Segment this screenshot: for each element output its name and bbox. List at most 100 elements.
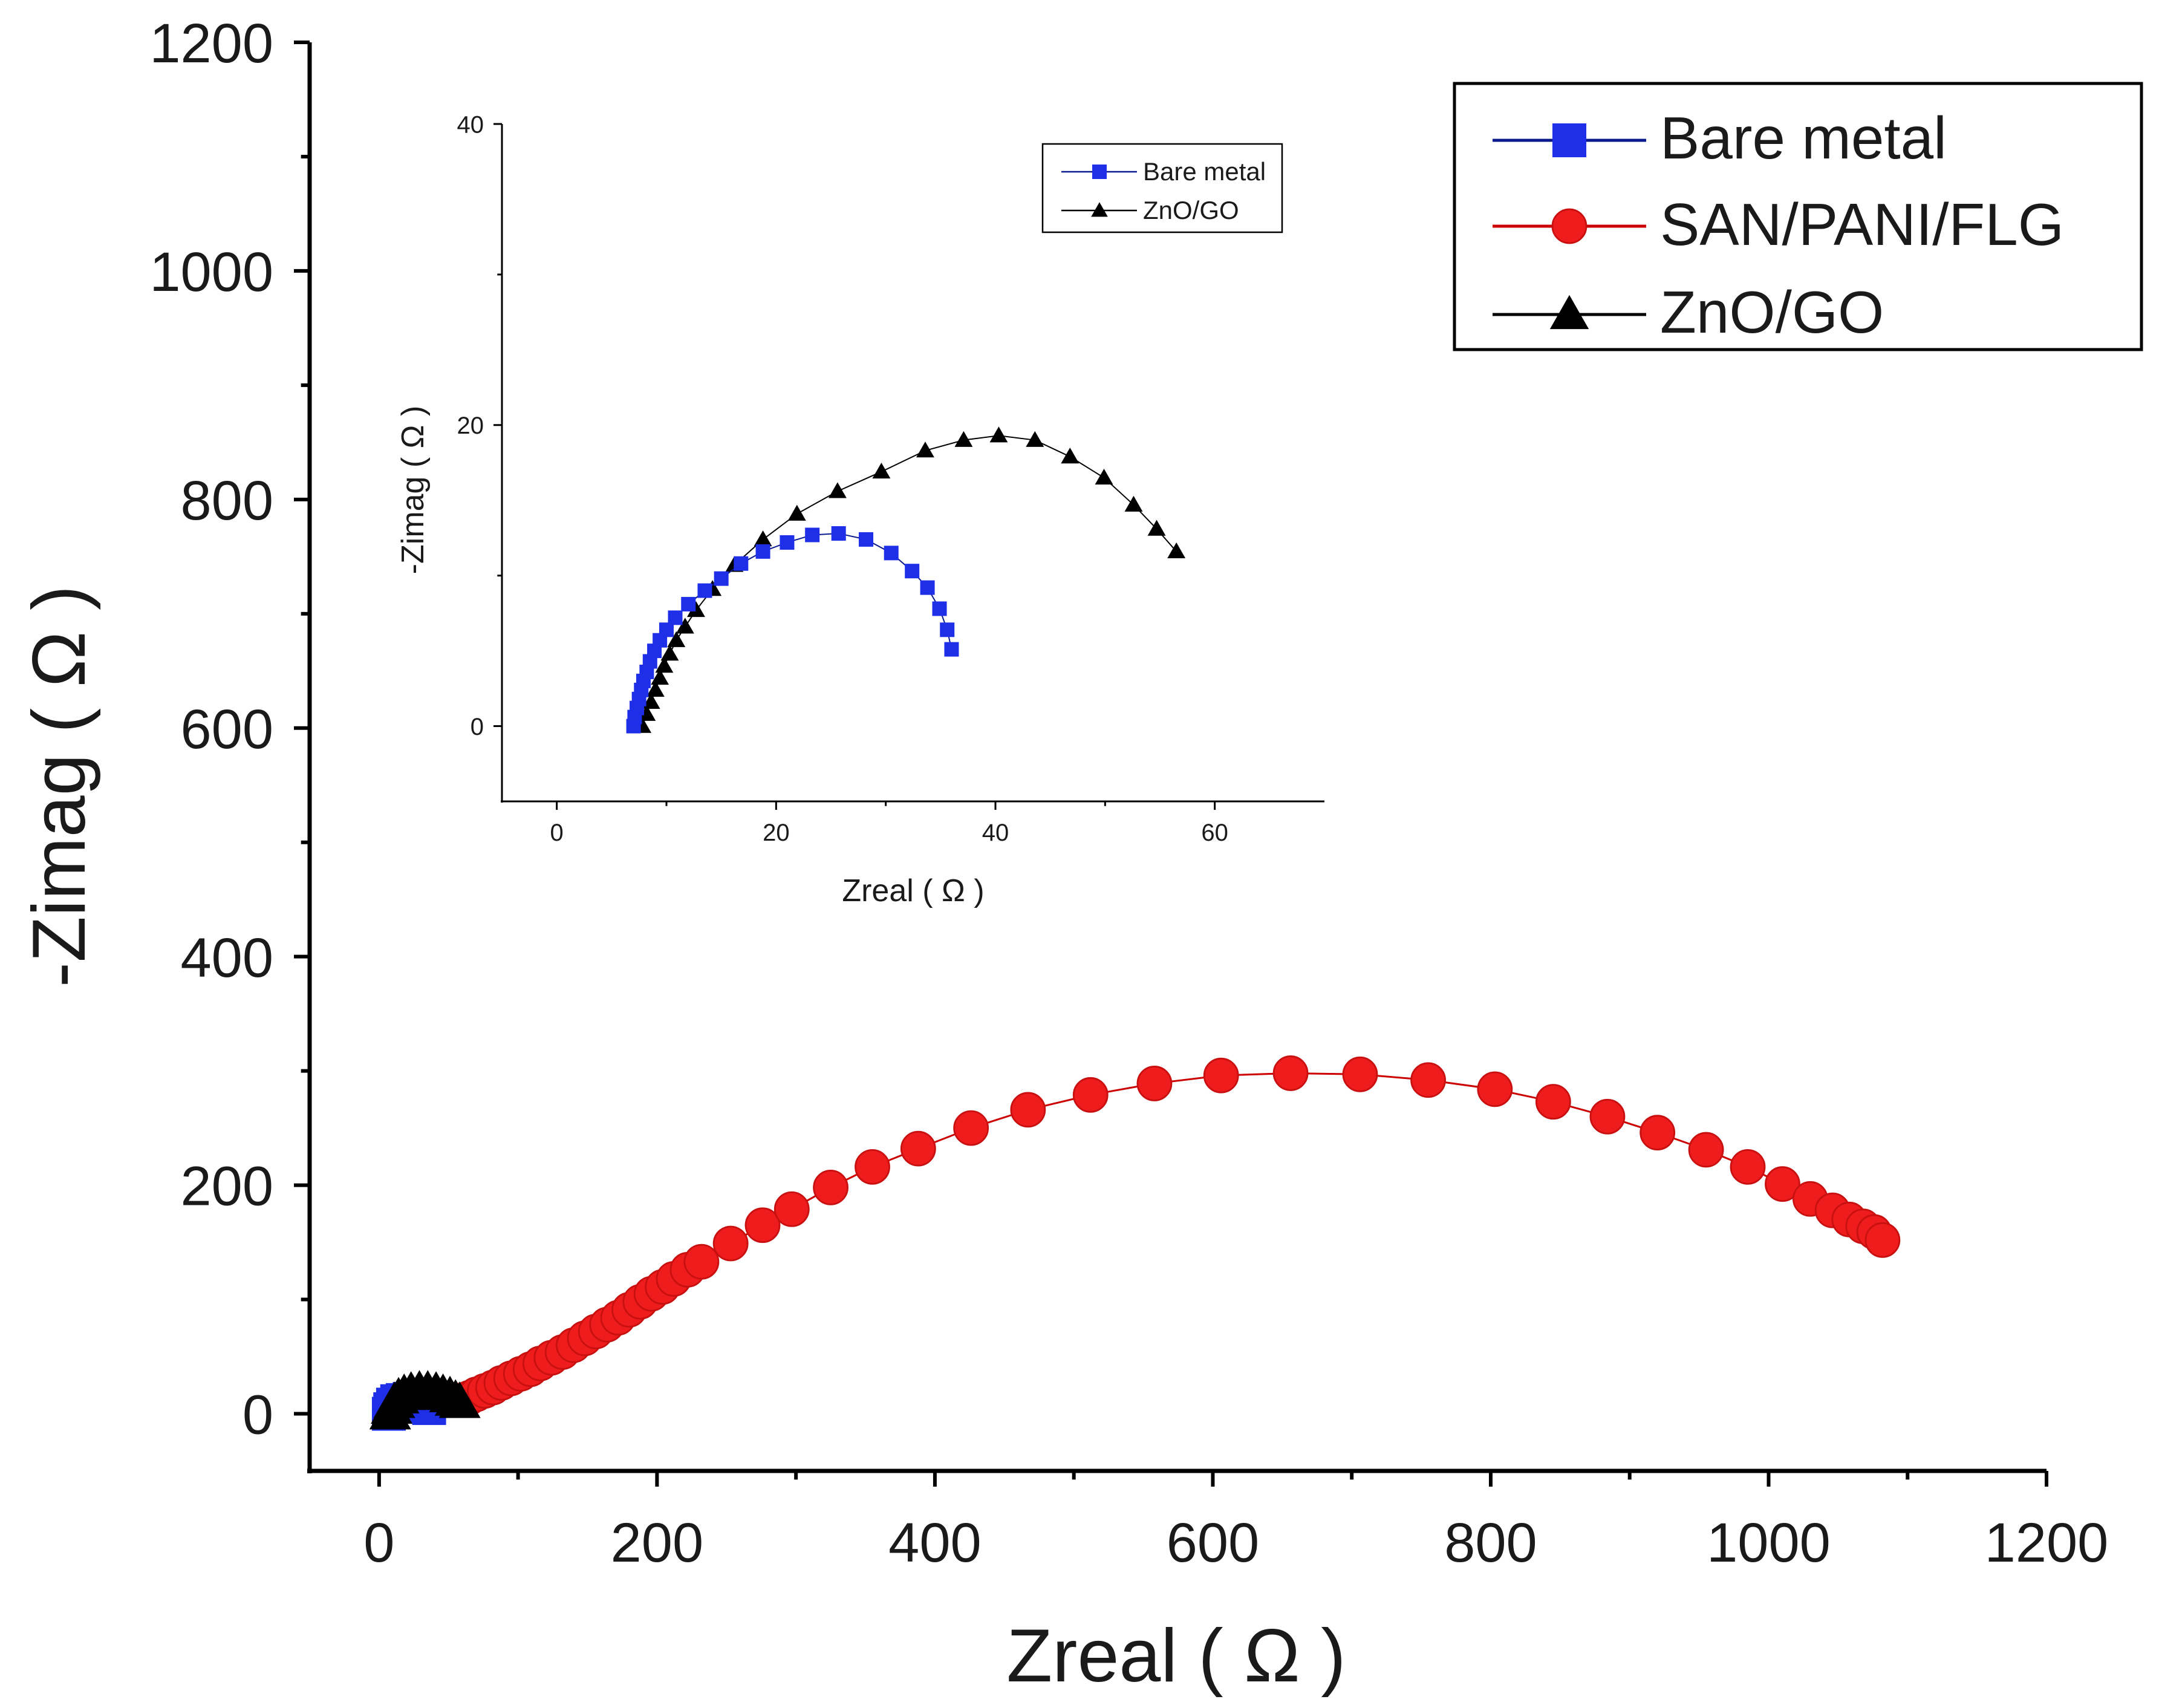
inset-point-bare-metal xyxy=(697,583,712,598)
main-point-san-pani-flg xyxy=(855,1149,890,1185)
inset-point-bare-metal xyxy=(780,535,795,550)
main-point-san-pani-flg xyxy=(900,1130,936,1167)
main-point-san-pani-flg xyxy=(1864,1222,1901,1258)
main-x-ticks: 0 200 400 600 800 1000 1200 xyxy=(363,1471,2108,1574)
main-point-san-pani-flg xyxy=(1640,1115,1676,1151)
main-point-san-pani-flg xyxy=(1342,1056,1378,1092)
main-point-san-pani-flg xyxy=(813,1169,848,1205)
inset-point-zno-go xyxy=(687,601,705,618)
main-legend-label-zno-go: ZnO/GO xyxy=(1660,279,1884,345)
inset-point-zno-go xyxy=(660,645,679,661)
inset-point-zno-go xyxy=(642,693,660,709)
inset-x-axis-label: Zreal ( Ω ) xyxy=(842,873,984,908)
main-point-san-pani-flg xyxy=(1272,1055,1309,1091)
main-point-san-pani-flg xyxy=(1765,1166,1800,1202)
inset-point-bare-metal xyxy=(905,564,920,579)
inset-y-tick-label: 20 xyxy=(457,412,484,439)
inset-point-zno-go xyxy=(916,442,934,458)
inset-point-zno-go xyxy=(787,504,806,521)
inset-point-zno-go xyxy=(1124,495,1143,512)
main-point-san-pani-flg xyxy=(1136,1066,1173,1101)
main-y-tick-label: 400 xyxy=(181,927,274,989)
inset-point-zno-go xyxy=(872,462,891,479)
inset-point-zno-go xyxy=(1026,431,1044,447)
inset-legend-swatches xyxy=(1061,165,1137,217)
inset-chart: 0 20 40 0 20 40 60 Zreal ( Ω ) -Zimag ( Ω ) B… xyxy=(396,111,1324,908)
inset-x-tick-label: 60 xyxy=(1201,820,1228,846)
inset-point-bare-metal xyxy=(920,580,935,595)
inset-legend-box xyxy=(1041,143,1283,233)
inset-point-bare-metal xyxy=(681,596,696,611)
inset-point-zno-go xyxy=(954,431,973,447)
inset-point-bare-metal xyxy=(884,546,899,561)
main-y-axis-label: -Zimag ( Ω ) xyxy=(18,585,101,987)
inset-point-zno-go xyxy=(754,530,772,547)
main-point-san-pani-flg xyxy=(1203,1057,1239,1094)
main-legend-label-san-pani-flg: SAN/PANI/FLG xyxy=(1660,191,2064,258)
main-point-san-pani-flg xyxy=(1072,1077,1109,1113)
inset-point-bare-metal xyxy=(831,526,846,541)
main-x-tick-label: 1000 xyxy=(1707,1512,1831,1574)
main-series-layer xyxy=(369,1055,1901,1431)
inset-point-zno-go xyxy=(655,657,674,673)
inset-y-axis-label: -Zimag ( Ω ) xyxy=(396,406,431,575)
main-point-san-pani-flg xyxy=(1688,1132,1724,1168)
main-legend-swatches xyxy=(1493,123,1646,330)
main-y-tick-label: 200 xyxy=(181,1156,274,1217)
main-point-san-pani-flg xyxy=(683,1244,720,1280)
inset-x-tick-label: 20 xyxy=(763,820,790,846)
main-point-san-pani-flg xyxy=(1477,1071,1513,1107)
main-point-san-pani-flg xyxy=(1535,1084,1571,1120)
inset-x-tick-label: 40 xyxy=(982,820,1009,846)
inset-point-bare-metal xyxy=(714,571,729,586)
inset-point-bare-metal xyxy=(944,642,959,657)
inset-point-bare-metal xyxy=(940,622,955,637)
main-x-tick-label: 800 xyxy=(1444,1512,1537,1574)
inset-legend-label-zno-go: ZnO/GO xyxy=(1143,196,1239,224)
inset-point-bare-metal xyxy=(805,527,820,543)
main-y-tick-label: 1000 xyxy=(149,241,273,303)
main-x-tick-label: 400 xyxy=(888,1512,982,1574)
inset-x-ticks: 0 20 40 60 xyxy=(550,801,1228,846)
main-point-san-pani-flg xyxy=(1730,1149,1766,1185)
inset-legend-marker-zno-go xyxy=(1091,202,1108,217)
inset-x-tick-label: 0 xyxy=(550,820,564,846)
main-legend-marker-zno-go xyxy=(1549,295,1589,330)
inset-point-bare-metal xyxy=(932,601,947,616)
main-point-san-pani-flg xyxy=(712,1225,749,1262)
main-point-san-pani-flg xyxy=(773,1191,810,1227)
inset-y-ticks: 0 20 40 xyxy=(457,111,502,740)
inset-point-zno-go xyxy=(651,668,669,685)
main-point-san-pani-flg xyxy=(1589,1098,1626,1135)
main-x-tick-label: 1200 xyxy=(1985,1512,2109,1574)
inset-y-tick-label: 0 xyxy=(471,714,484,740)
inset-point-zno-go xyxy=(1061,448,1080,464)
main-y-tick-label: 0 xyxy=(243,1384,273,1446)
main-legend-marker-san-pani-flg xyxy=(1551,208,1588,244)
main-x-tick-label: 600 xyxy=(1167,1512,1260,1574)
main-y-tick-label: 600 xyxy=(181,699,274,760)
inset-point-zno-go xyxy=(1147,520,1166,536)
main-y-tick-label: 1200 xyxy=(149,13,273,74)
inset-point-zno-go xyxy=(676,618,694,634)
inset-point-zno-go xyxy=(1095,468,1113,485)
inset-point-zno-go xyxy=(637,705,656,721)
inset-point-zno-go xyxy=(646,680,665,697)
main-point-zno-go xyxy=(438,1381,481,1418)
main-legend: Bare metal SAN/PANI/FLG ZnO/GO xyxy=(1453,82,2143,351)
main-y-ticks: 0 200 400 600 800 1000 1200 xyxy=(149,13,310,1446)
main-x-tick-label: 200 xyxy=(611,1512,704,1574)
main-x-axis-label: Zreal ( Ω ) xyxy=(1006,1614,1346,1698)
inset-legend-marker-bare-metal xyxy=(1092,165,1107,179)
main-legend-label-bare-metal: Bare metal xyxy=(1660,105,1947,171)
inset-point-zno-go xyxy=(667,631,686,647)
inset-legend: Bare metal ZnO/GO xyxy=(1041,143,1283,233)
main-point-san-pani-flg xyxy=(1010,1092,1046,1128)
inset-point-bare-metal xyxy=(755,544,770,559)
inset-point-zno-go xyxy=(1167,542,1186,559)
inset-point-bare-metal xyxy=(859,532,874,547)
main-point-san-pani-flg xyxy=(744,1207,781,1244)
main-x-tick-label: 0 xyxy=(363,1512,394,1574)
inset-point-zno-go xyxy=(828,482,847,498)
inset-series-layer xyxy=(626,426,1186,734)
